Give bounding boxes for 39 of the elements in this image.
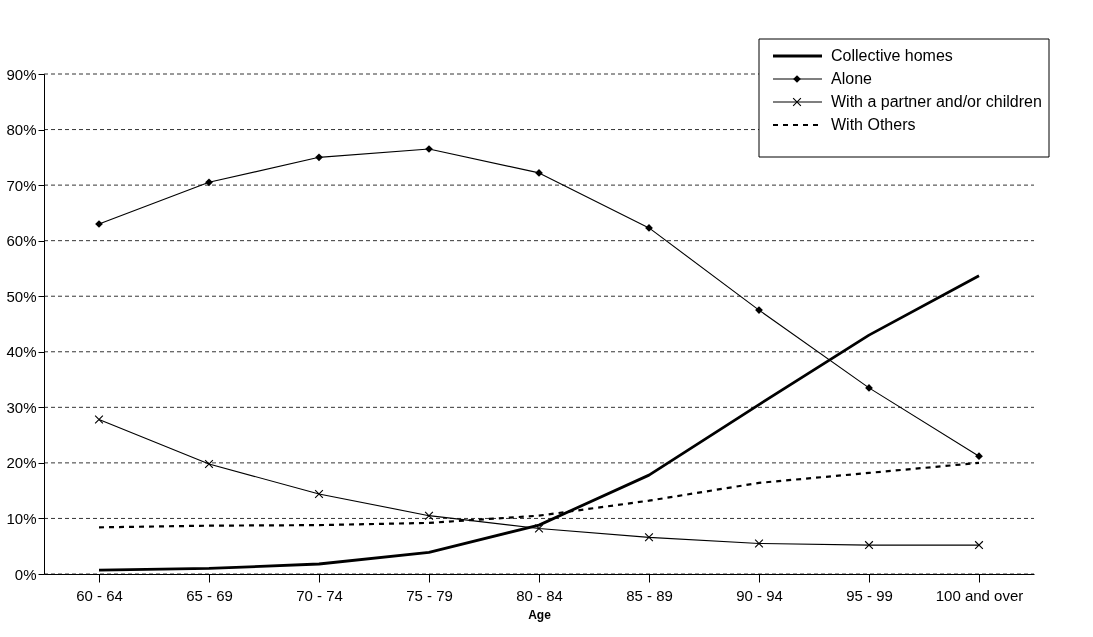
y-tick-label: 60% [6, 232, 37, 250]
point [424, 511, 434, 521]
point [754, 539, 764, 548]
point [645, 224, 653, 232]
point [974, 540, 984, 550]
legend-label: Collective homes [831, 47, 953, 64]
y-tick-label: 90% [6, 65, 37, 83]
x-tick-label: 95 - 99 [846, 586, 893, 604]
x-tick-label: 70 - 74 [296, 586, 343, 604]
legend-label: With Others [831, 116, 916, 133]
legend-label: With a partner and/or children [831, 93, 1042, 110]
point [204, 459, 214, 469]
y-tick-label: 20% [6, 454, 37, 472]
point [314, 489, 324, 499]
x-tick-label: 75 - 79 [406, 586, 453, 604]
y-tick-label: 10% [6, 509, 37, 527]
point [94, 415, 104, 424]
y-tick-label: 30% [6, 398, 37, 416]
x-tick-label: 85 - 89 [626, 586, 673, 604]
point [644, 532, 654, 542]
x-tick-label: 90 - 94 [736, 586, 783, 604]
point [205, 178, 213, 187]
y-tick-label: 50% [6, 287, 37, 305]
point [975, 452, 983, 461]
x-tick-label: 100 and over [935, 586, 1024, 604]
legend-label: Alone [831, 70, 873, 87]
x-tick-label: 60 - 64 [76, 586, 123, 604]
y-tick-label: 0% [14, 565, 37, 583]
x-tick-label: 65 - 69 [186, 586, 233, 604]
y-tick-label: 80% [6, 121, 37, 139]
point [534, 524, 544, 533]
point [864, 540, 874, 550]
point [865, 384, 873, 392]
point [535, 169, 543, 177]
x-tick-label: 80 - 84 [516, 586, 563, 604]
y-tick-label: 40% [6, 343, 37, 361]
x-axis-title: Age [528, 607, 552, 622]
point [315, 153, 323, 162]
y-tick-label: 70% [6, 176, 37, 194]
